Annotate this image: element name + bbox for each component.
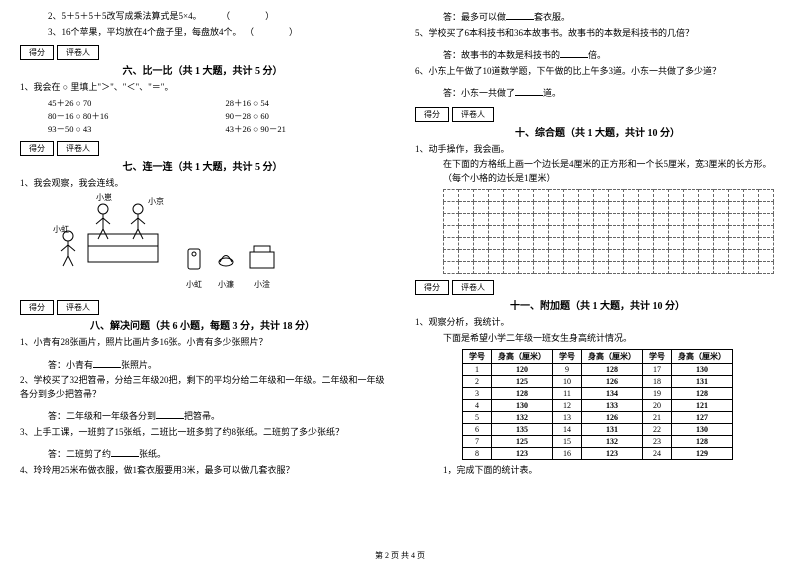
s8-a1b: 张照片。 (121, 360, 157, 370)
s8-a2b: 把笤帚。 (184, 411, 220, 421)
q2-text: 2、5＋5＋5＋5改写成乘法算式是5×4。 (48, 11, 202, 21)
lbl-xh: 小虹 (186, 279, 202, 290)
marker-box: 评卷人 (57, 45, 99, 60)
s8-a3b: 张纸。 (139, 449, 166, 459)
cmp-item: 28＋16 ○ 54 (226, 97, 386, 109)
connect-image: 小崽 小京 小虹 小虹 小濂 小淦 (48, 194, 385, 294)
blank (111, 447, 139, 457)
q2-paren: （ ） (226, 11, 277, 21)
s8-q4: 4、玲玲用25米布做衣服，做1套衣服要用3米，最多可以做几套衣服？ (20, 464, 385, 478)
a5a: 答：故事书的本数是科技书的 (443, 50, 560, 60)
s10-desc: 在下面的方格纸上画一个边长是4厘米的正方形和一个长5厘米，宽3厘米的长方形。（每… (415, 158, 780, 185)
q3-text: 3、16个苹果，平均放在4个盘子里，每盘放4个。 (48, 27, 242, 37)
score-box: 得分 (20, 45, 54, 60)
a4a: 答：最多可以做 (443, 12, 506, 22)
blank (156, 409, 184, 419)
blank (93, 358, 121, 368)
lbl-xl: 小濂 (218, 279, 234, 290)
cmp-item: 43＋26 ○ 90－21 (226, 123, 386, 135)
score-box: 得分 (415, 280, 449, 295)
cmp-item: 45＋26 ○ 70 (48, 97, 208, 109)
section-8-header: 得分评卷人 (20, 300, 385, 315)
s8-q3: 3、上手工课，一班剪了15张纸，二班比一班多剪了约8张纸。二班剪了多少张纸？ (20, 426, 385, 440)
s10-q1: 1、动手操作，我会画。 (415, 143, 780, 157)
s8-a3a: 答：二班剪了约 (48, 449, 111, 459)
cmp-item: 90－28 ○ 60 (226, 110, 386, 122)
a6b: 道。 (543, 88, 561, 98)
section-10-title: 十、综合题（共 1 大题，共计 10 分） (415, 124, 780, 139)
a6a: 答：小东一共做了 (443, 88, 515, 98)
compare-grid: 45＋26 ○ 70 28＋16 ○ 54 80－16 ○ 80＋16 90－2… (20, 97, 385, 135)
marker-box: 评卷人 (57, 141, 99, 156)
q5: 5、学校买了6本科技书和36本故事书。故事书的本数是科技书的几倍？ (415, 27, 780, 41)
marker-box: 评卷人 (452, 280, 494, 295)
s8-a2a: 答：二年级和一年级各分到 (48, 411, 156, 421)
s11-desc: 下面是希望小学二年级一班女生身高统计情况。 (415, 332, 780, 346)
blank (506, 10, 534, 20)
height-table: 学号身高（厘米）学号身高（厘米）学号身高（厘米）1120912817130212… (462, 349, 733, 460)
blank (560, 48, 588, 58)
page-footer: 第 2 页 共 4 页 (0, 550, 800, 561)
q3-paren: （ ） (250, 27, 301, 37)
section-11-header: 得分评卷人 (415, 280, 780, 295)
marker-box: 评卷人 (57, 300, 99, 315)
s8-q1: 1、小青有28张画片，照片比画片多16张。小青有多少张照片？ (20, 336, 385, 350)
lbl-xj: 小京 (148, 196, 164, 207)
section-7-title: 七、连一连（共 1 大题，共计 5 分） (20, 158, 385, 173)
section-8-title: 八、解决问题（共 6 小题，每题 3 分，共计 18 分） (20, 317, 385, 332)
score-box: 得分 (415, 107, 449, 122)
right-column: 答：最多可以做 套衣服。 5、学校买了6本科技书和36本故事书。故事书的本数是科技… (415, 8, 780, 480)
section-11-title: 十一、附加题（共 1 大题，共计 10 分） (415, 297, 780, 312)
cmp-item: 80－16 ○ 80＋16 (48, 110, 208, 122)
s8-a1a: 答：小青有 (48, 360, 93, 370)
section-10-header: 得分评卷人 (415, 107, 780, 122)
blank (515, 86, 543, 96)
s11-q1: 1、观察分析，我统计。 (415, 316, 780, 330)
section-6-title: 六、比一比（共 1 大题，共计 5 分） (20, 62, 385, 77)
left-column: 2、5＋5＋5＋5改写成乘法算式是5×4。 （ ） 3、16个苹果，平均放在4个盘… (20, 8, 385, 480)
a4b: 套衣服。 (534, 12, 570, 22)
marker-box: 评卷人 (452, 107, 494, 122)
s7-intro: 1、我会观察，我会连线。 (20, 177, 385, 191)
lbl-xw: 小崽 (96, 192, 112, 203)
s8-q2: 2、学校买了32把笤帚，分给三年级20把，剩下的平均分给二年级和一年级。二年级和… (20, 374, 385, 401)
section-6-header: 得分评卷人 (20, 45, 385, 60)
score-box: 得分 (20, 141, 54, 156)
s11-end: 1，完成下面的统计表。 (415, 464, 780, 478)
cmp-item: 93－50 ○ 43 (48, 123, 208, 135)
lbl-xg: 小淦 (254, 279, 270, 290)
section-7-header: 得分评卷人 (20, 141, 385, 156)
lbl-xh2: 小虹 (53, 224, 69, 235)
s6-intro: 1、我会在 ○ 里填上"＞"、"＜"、"＝"。 (20, 81, 385, 95)
scene-svg (48, 194, 288, 294)
a5b: 倍。 (588, 50, 606, 60)
score-box: 得分 (20, 300, 54, 315)
grid-paper (443, 189, 774, 274)
q6: 6、小东上午做了10道数学题，下午做的比上午多3道。小东一共做了多少道？ (415, 65, 780, 79)
